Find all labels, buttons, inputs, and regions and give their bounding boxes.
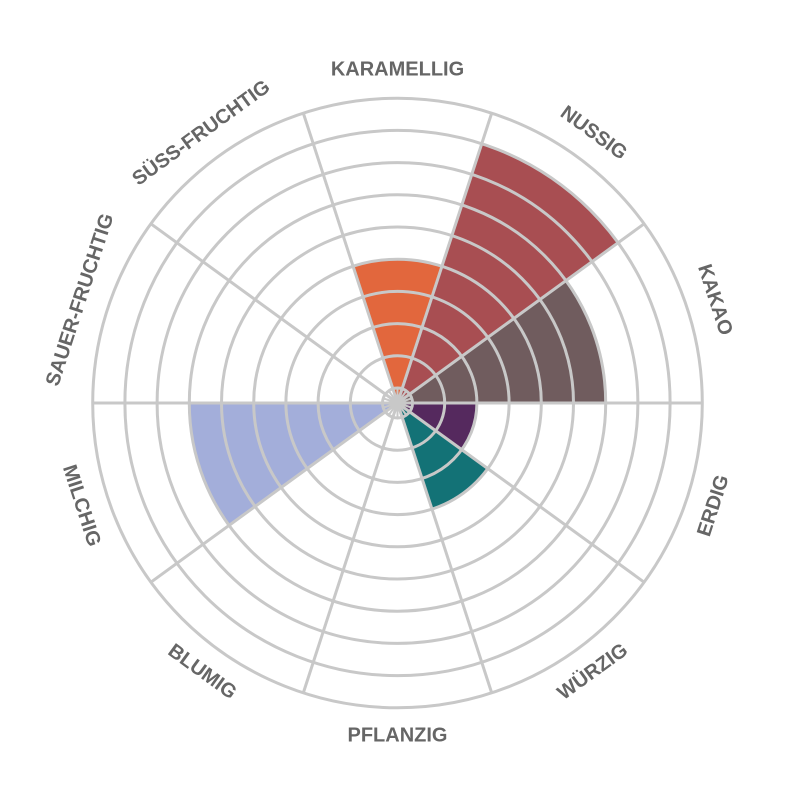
- category-label: SAUER-FRUCHTIG: [42, 211, 119, 389]
- grid-inner-spoke: [382, 397, 398, 404]
- grid-inner-spoke: [396, 402, 408, 416]
- category-label: ERDIG: [693, 472, 733, 539]
- grid-spoke: [301, 112, 399, 404]
- category-label: WÜRZIG: [553, 638, 632, 704]
- grid-inner-spoke: [387, 402, 399, 416]
- category-label: MILCHIG: [58, 462, 105, 549]
- sector-milchig: [189, 403, 398, 526]
- grid-inner-spoke: [387, 390, 399, 404]
- grid-inner-spoke: [396, 390, 408, 404]
- category-label: KARAMELLIG: [331, 58, 464, 80]
- grid-inner-spoke: [397, 397, 413, 404]
- grid-inner-spoke: [397, 402, 413, 409]
- grid-spoke: [301, 402, 399, 694]
- grid-spoke: [396, 222, 645, 405]
- grid-spoke: [396, 402, 494, 694]
- grid-spoke: [150, 401, 399, 584]
- grid-spoke: [150, 222, 399, 405]
- grid: [91, 96, 704, 710]
- sector-würzig: [397, 403, 488, 510]
- grid-inner-spoke: [382, 402, 398, 409]
- grid-spoke: [396, 401, 645, 584]
- sectors: [189, 143, 619, 526]
- sector-kakao: [397, 280, 606, 403]
- sector-nussig: [397, 143, 619, 403]
- category-label: KAKAO: [693, 262, 737, 339]
- sector-karamellig: [353, 259, 442, 403]
- grid-spoke: [396, 112, 494, 404]
- category-label: BLUMIG: [164, 640, 241, 704]
- category-label: PFLANZIG: [348, 724, 448, 746]
- category-label: NUSSIG: [556, 102, 631, 165]
